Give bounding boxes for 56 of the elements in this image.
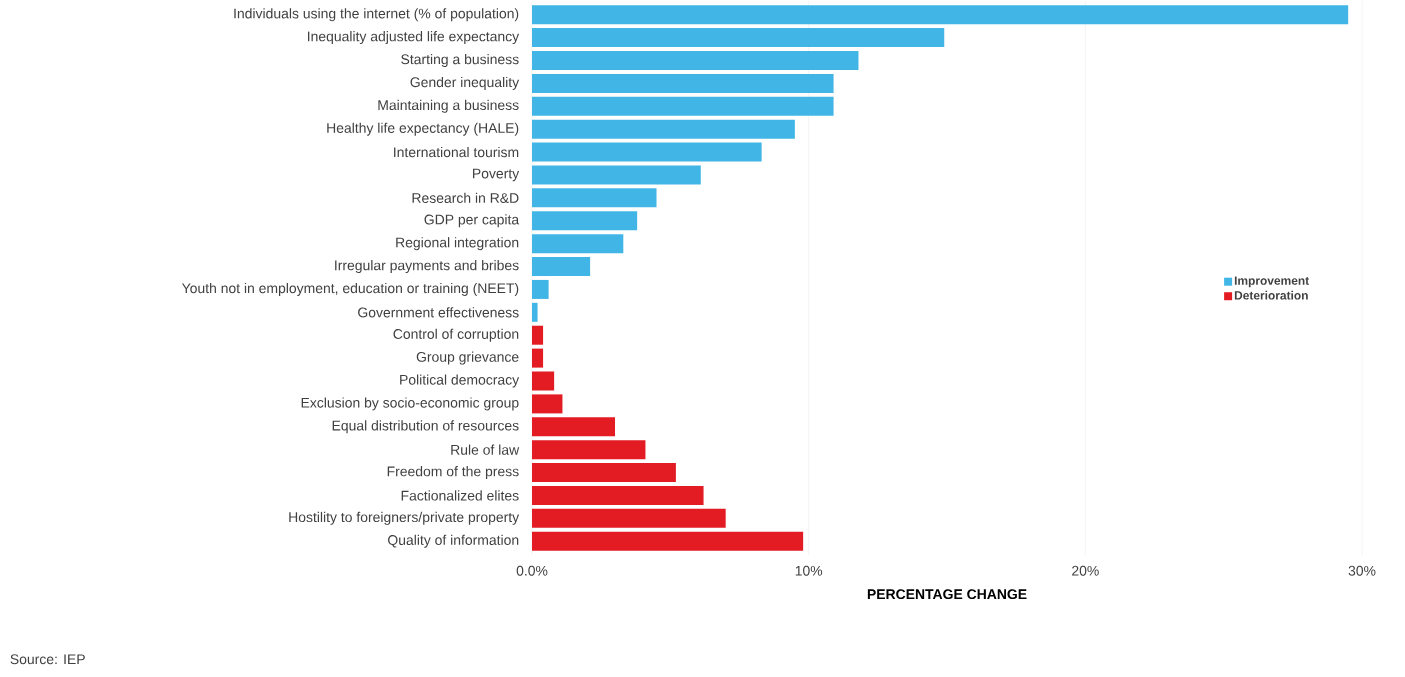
bar [532,440,646,460]
legend-label: Deterioration [1234,290,1308,300]
x-tick-label: 0.0% [516,565,548,576]
bar [532,325,544,345]
bar [532,73,834,93]
y-tick-label: Equal distribution of resources [332,420,519,434]
y-tick-label: Regional integration [396,237,519,251]
y-tick-label: Inequality adjusted life expectancy [308,31,520,45]
y-tick-label: Exclusion by socio-economic group [301,397,519,411]
legend-label: Improvement [1234,276,1310,288]
y-tick-label: GDP per capita [424,214,520,228]
bar [532,211,638,231]
y-tick-label: Starting a business [401,54,519,67]
y-tick-label: Government effectiveness [358,307,519,318]
bar [532,165,701,185]
bar [532,279,549,299]
bar [532,463,676,483]
bar [532,142,762,162]
y-tick-label: Hostility to foreigners/private property [289,511,520,525]
x-tick-label: 20% [1072,565,1099,576]
bar [532,417,616,437]
bar [532,531,804,551]
bar [532,508,726,528]
y-tick-label: Group grievance [416,351,519,365]
y-tick-label: Research in R&D [412,192,519,203]
bar [532,96,834,116]
bar [532,394,563,414]
y-tick-label: Rule of law [451,444,520,455]
y-tick-label: Poverty [473,168,520,182]
source-note: Source: IEP [10,654,85,665]
y-tick-label: Political democracy [400,374,520,388]
y-tick-label: Irregular payments and bribes [335,260,519,274]
bar [532,28,945,48]
y-tick-label: Healthy life expectancy (HALE) [327,122,519,136]
y-tick-label: Freedom of the press [387,466,519,480]
bar [532,485,704,505]
y-tick-label: Youth not in employment, education or training (NEET) [181,282,519,296]
y-tick-label: Individuals using the internet (% of population) [234,8,519,22]
bar [532,234,624,254]
y-tick-label: Control of corruption [393,328,519,342]
bar [532,257,591,277]
y-tick-label: Factionalized elites [401,490,519,501]
bar [532,188,657,208]
y-tick-label: Maintaining a business [378,99,519,113]
x-axis-title: PERCENTAGE CHANGE [867,589,1027,600]
y-tick-label: International tourism [394,146,519,158]
bar [532,371,555,391]
bar [532,51,859,70]
y-tick-label: Gender inequality [410,76,520,90]
y-tick-label: Quality of information [388,534,519,548]
bar [532,5,1349,25]
bar [532,302,538,322]
x-tick-label: 30% [1348,565,1376,576]
bar [532,119,795,139]
x-tick-label: 10% [795,565,823,576]
bar [532,348,544,368]
